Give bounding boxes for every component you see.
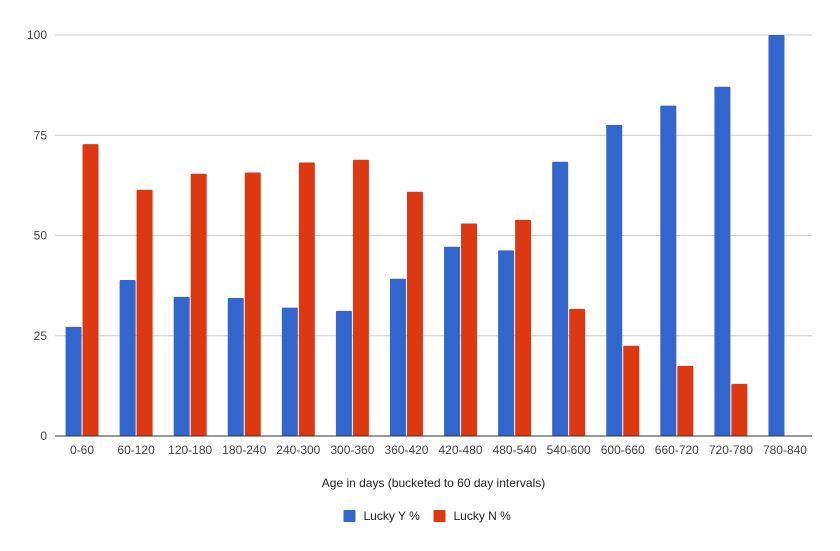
bar-lucky-n — [569, 308, 586, 436]
bar-lucky-y — [606, 124, 623, 436]
bars — [65, 35, 785, 437]
bar-lucky-n — [461, 223, 478, 436]
legend-swatch — [343, 510, 356, 522]
bar-lucky-y — [714, 86, 731, 436]
x-tick-label: 120-180 — [168, 443, 212, 457]
bar-lucky-n — [190, 173, 207, 436]
x-tick-label: 420-480 — [439, 443, 483, 457]
bar-lucky-y — [65, 326, 82, 436]
bar-lucky-y — [335, 310, 352, 436]
x-tick-label: 660-720 — [655, 443, 699, 457]
legend: Lucky Y % Lucky N % — [343, 509, 512, 523]
y-axis-ticks: 0 25 50 75 100 — [27, 28, 47, 443]
x-tick-label: 240-300 — [276, 443, 320, 457]
bar-lucky-y — [552, 161, 569, 436]
x-tick-label: 60-120 — [117, 443, 155, 457]
bar-lucky-n — [406, 191, 423, 436]
bar-lucky-n — [731, 383, 748, 436]
legend-label: Lucky N % — [454, 509, 512, 523]
legend-swatch — [433, 510, 446, 522]
x-tick-label: 0-60 — [70, 443, 94, 457]
y-tick-label: 50 — [34, 229, 48, 243]
bar-lucky-n — [82, 144, 99, 436]
bar-lucky-y — [227, 298, 244, 436]
bar-lucky-y — [660, 105, 677, 437]
legend-label: Lucky Y % — [364, 509, 421, 523]
bar-lucky-n — [244, 172, 261, 436]
bar-lucky-n — [352, 159, 369, 436]
bar-lucky-n — [515, 219, 532, 436]
bar-lucky-y — [281, 307, 298, 436]
bar-lucky-y — [173, 296, 190, 436]
y-tick-label: 100 — [27, 28, 47, 42]
x-tick-label: 300-360 — [330, 443, 374, 457]
bar-lucky-n — [298, 162, 315, 436]
y-tick-label: 75 — [34, 128, 48, 142]
y-tick-label: 0 — [40, 429, 47, 443]
x-axis-title: Age in days (bucketed to 60 day interval… — [322, 476, 545, 490]
x-tick-label: 480-540 — [493, 443, 537, 457]
bar-lucky-y — [119, 280, 136, 436]
x-tick-label: 600-660 — [601, 443, 645, 457]
bar-lucky-y — [498, 250, 515, 436]
x-tick-label: 180-240 — [222, 443, 266, 457]
bar-lucky-n — [677, 365, 694, 436]
x-tick-label: 780-840 — [763, 443, 807, 457]
bar-lucky-y — [389, 278, 406, 436]
x-tick-label: 720-780 — [709, 443, 753, 457]
bar-lucky-y — [768, 35, 785, 436]
bar-lucky-n — [136, 189, 153, 436]
x-tick-label: 360-420 — [384, 443, 428, 457]
gridlines — [55, 34, 812, 337]
bar-lucky-y — [444, 246, 461, 436]
bar-lucky-n — [623, 345, 640, 436]
y-tick-label: 25 — [34, 329, 48, 343]
x-axis-ticks: 0-60 60-120 120-180 180-240 240-300 300-360 36… — [70, 443, 807, 457]
x-tick-label: 540-600 — [547, 443, 591, 457]
